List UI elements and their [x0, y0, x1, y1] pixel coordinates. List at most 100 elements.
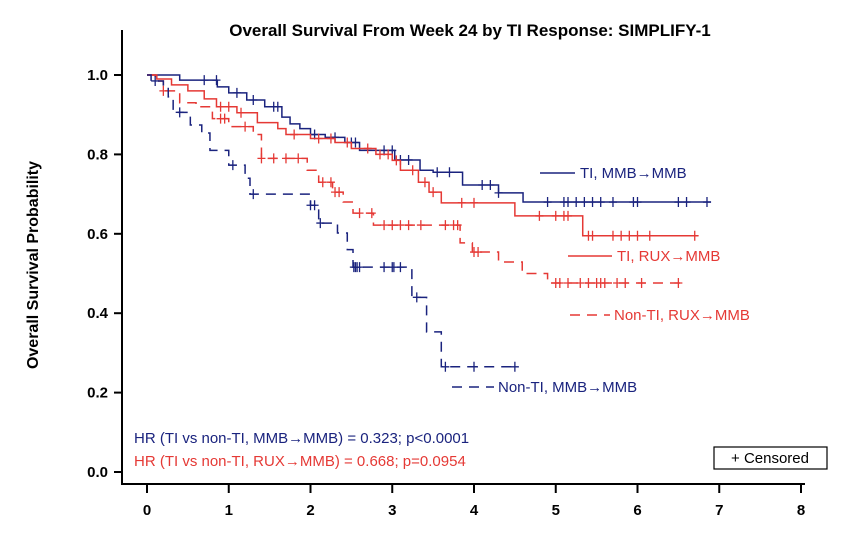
- censor-mark: [392, 155, 401, 166]
- censor-mark: [564, 278, 573, 289]
- x-tick-label: 1: [225, 502, 233, 519]
- censor-mark: [290, 129, 299, 140]
- survival-curve-1: [147, 74, 698, 237]
- censor-mark: [633, 230, 642, 241]
- censor-mark: [453, 220, 462, 231]
- censor-mark: [555, 278, 564, 289]
- chart-title: Overall Survival From Week 24 by TI Resp…: [229, 21, 711, 40]
- censor-mark: [159, 85, 168, 96]
- y-tick-label: 0.4: [87, 305, 109, 322]
- censor-mark: [441, 361, 450, 372]
- censor-mark: [380, 220, 389, 231]
- censor-mark: [416, 220, 425, 231]
- censor-mark: [367, 208, 376, 219]
- x-tick-label: 4: [470, 502, 479, 519]
- hr-annotation-rux: HR (TI vs non-TI, RUX→MMB) = 0.668; p=0.…: [134, 453, 466, 470]
- censor-mark: [269, 153, 278, 164]
- legend-label-nonti-mmb: Non-TI, MMB→MMB: [498, 379, 637, 396]
- censor-mark: [212, 75, 221, 86]
- censor-mark: [310, 200, 319, 211]
- y-tick-label: 0.8: [87, 146, 108, 163]
- x-tick-label: 7: [715, 502, 723, 519]
- x-tick-label: 3: [388, 502, 396, 519]
- censor-mark: [175, 107, 184, 118]
- censor-mark: [316, 218, 325, 229]
- censor-mark: [151, 75, 160, 86]
- censor-mark: [273, 101, 282, 112]
- censor-mark: [584, 278, 593, 289]
- y-tick-label: 0.6: [87, 226, 108, 243]
- x-tick-label: 0: [143, 502, 151, 519]
- censor-mark: [588, 197, 597, 208]
- censor-mark: [249, 95, 258, 106]
- censor-mark: [200, 75, 209, 86]
- censored-key-box: [713, 446, 828, 470]
- censor-mark: [441, 220, 450, 231]
- censor-mark: [429, 187, 438, 198]
- x-tick-label: 5: [552, 502, 560, 519]
- censor-mark: [257, 153, 266, 164]
- legend-label-nonti-rux: Non-TI, RUX→MMB: [614, 307, 750, 324]
- censor-mark: [326, 177, 335, 188]
- survival-curve-3: [147, 74, 519, 368]
- censor-mark: [674, 278, 683, 289]
- censor-mark: [404, 154, 413, 165]
- censor-mark: [596, 197, 605, 208]
- censor-mark: [608, 230, 617, 241]
- censor-mark: [220, 113, 229, 124]
- censored-key-label: + Censored: [731, 450, 809, 467]
- censor-mark: [572, 197, 581, 208]
- censor-mark: [625, 230, 634, 241]
- censor-mark: [564, 210, 573, 221]
- censor-mark: [613, 278, 622, 289]
- censor-mark: [408, 165, 417, 176]
- censor-mark: [343, 137, 352, 148]
- censor-mark: [474, 247, 483, 258]
- censor-mark: [433, 167, 442, 178]
- censor-mark: [510, 361, 519, 372]
- censor-mark: [396, 262, 405, 273]
- hr-annotation-mmb: HR (TI vs non-TI, MMB→MMB) = 0.323; p<0.…: [134, 430, 469, 447]
- censor-mark: [588, 230, 597, 241]
- censor-mark: [314, 133, 323, 144]
- censor-mark: [355, 262, 364, 273]
- x-tick-label: 2: [306, 502, 314, 519]
- legend-label-ti-mmb: TI, MMB→MMB: [580, 165, 687, 182]
- censor-mark: [690, 230, 699, 241]
- censor-mark: [486, 179, 495, 190]
- censor-mark: [326, 133, 335, 144]
- censor-mark: [645, 230, 654, 241]
- censor-mark: [674, 197, 683, 208]
- censor-mark: [228, 160, 237, 171]
- censor-mark: [294, 153, 303, 164]
- censor-mark: [249, 189, 258, 200]
- censor-mark: [682, 197, 691, 208]
- censor-mark: [375, 149, 384, 160]
- censor-mark: [237, 107, 246, 118]
- censor-mark: [363, 143, 372, 154]
- censor-mark: [420, 177, 429, 188]
- censor-mark: [384, 149, 393, 160]
- legend-label-ti-rux: TI, RUX→MMB: [617, 248, 720, 265]
- censor-mark: [457, 197, 466, 208]
- x-tick-label: 6: [633, 502, 641, 519]
- censor-mark: [494, 187, 503, 198]
- censor-mark: [335, 187, 344, 198]
- censor-mark: [241, 121, 250, 132]
- censor-mark: [600, 278, 609, 289]
- censor-mark: [355, 208, 364, 219]
- censor-mark: [216, 101, 225, 112]
- censor-mark: [224, 101, 233, 112]
- censor-mark: [412, 292, 421, 303]
- censor-mark: [404, 220, 413, 231]
- censor-mark: [702, 197, 711, 208]
- censor-mark: [543, 197, 552, 208]
- y-tick-label: 0.2: [87, 385, 108, 402]
- censor-mark: [470, 361, 478, 372]
- y-axis-label: Overall Survival Probability: [25, 161, 42, 369]
- censor-mark: [576, 278, 585, 289]
- censor-mark: [551, 210, 560, 221]
- censor-mark: [380, 262, 389, 273]
